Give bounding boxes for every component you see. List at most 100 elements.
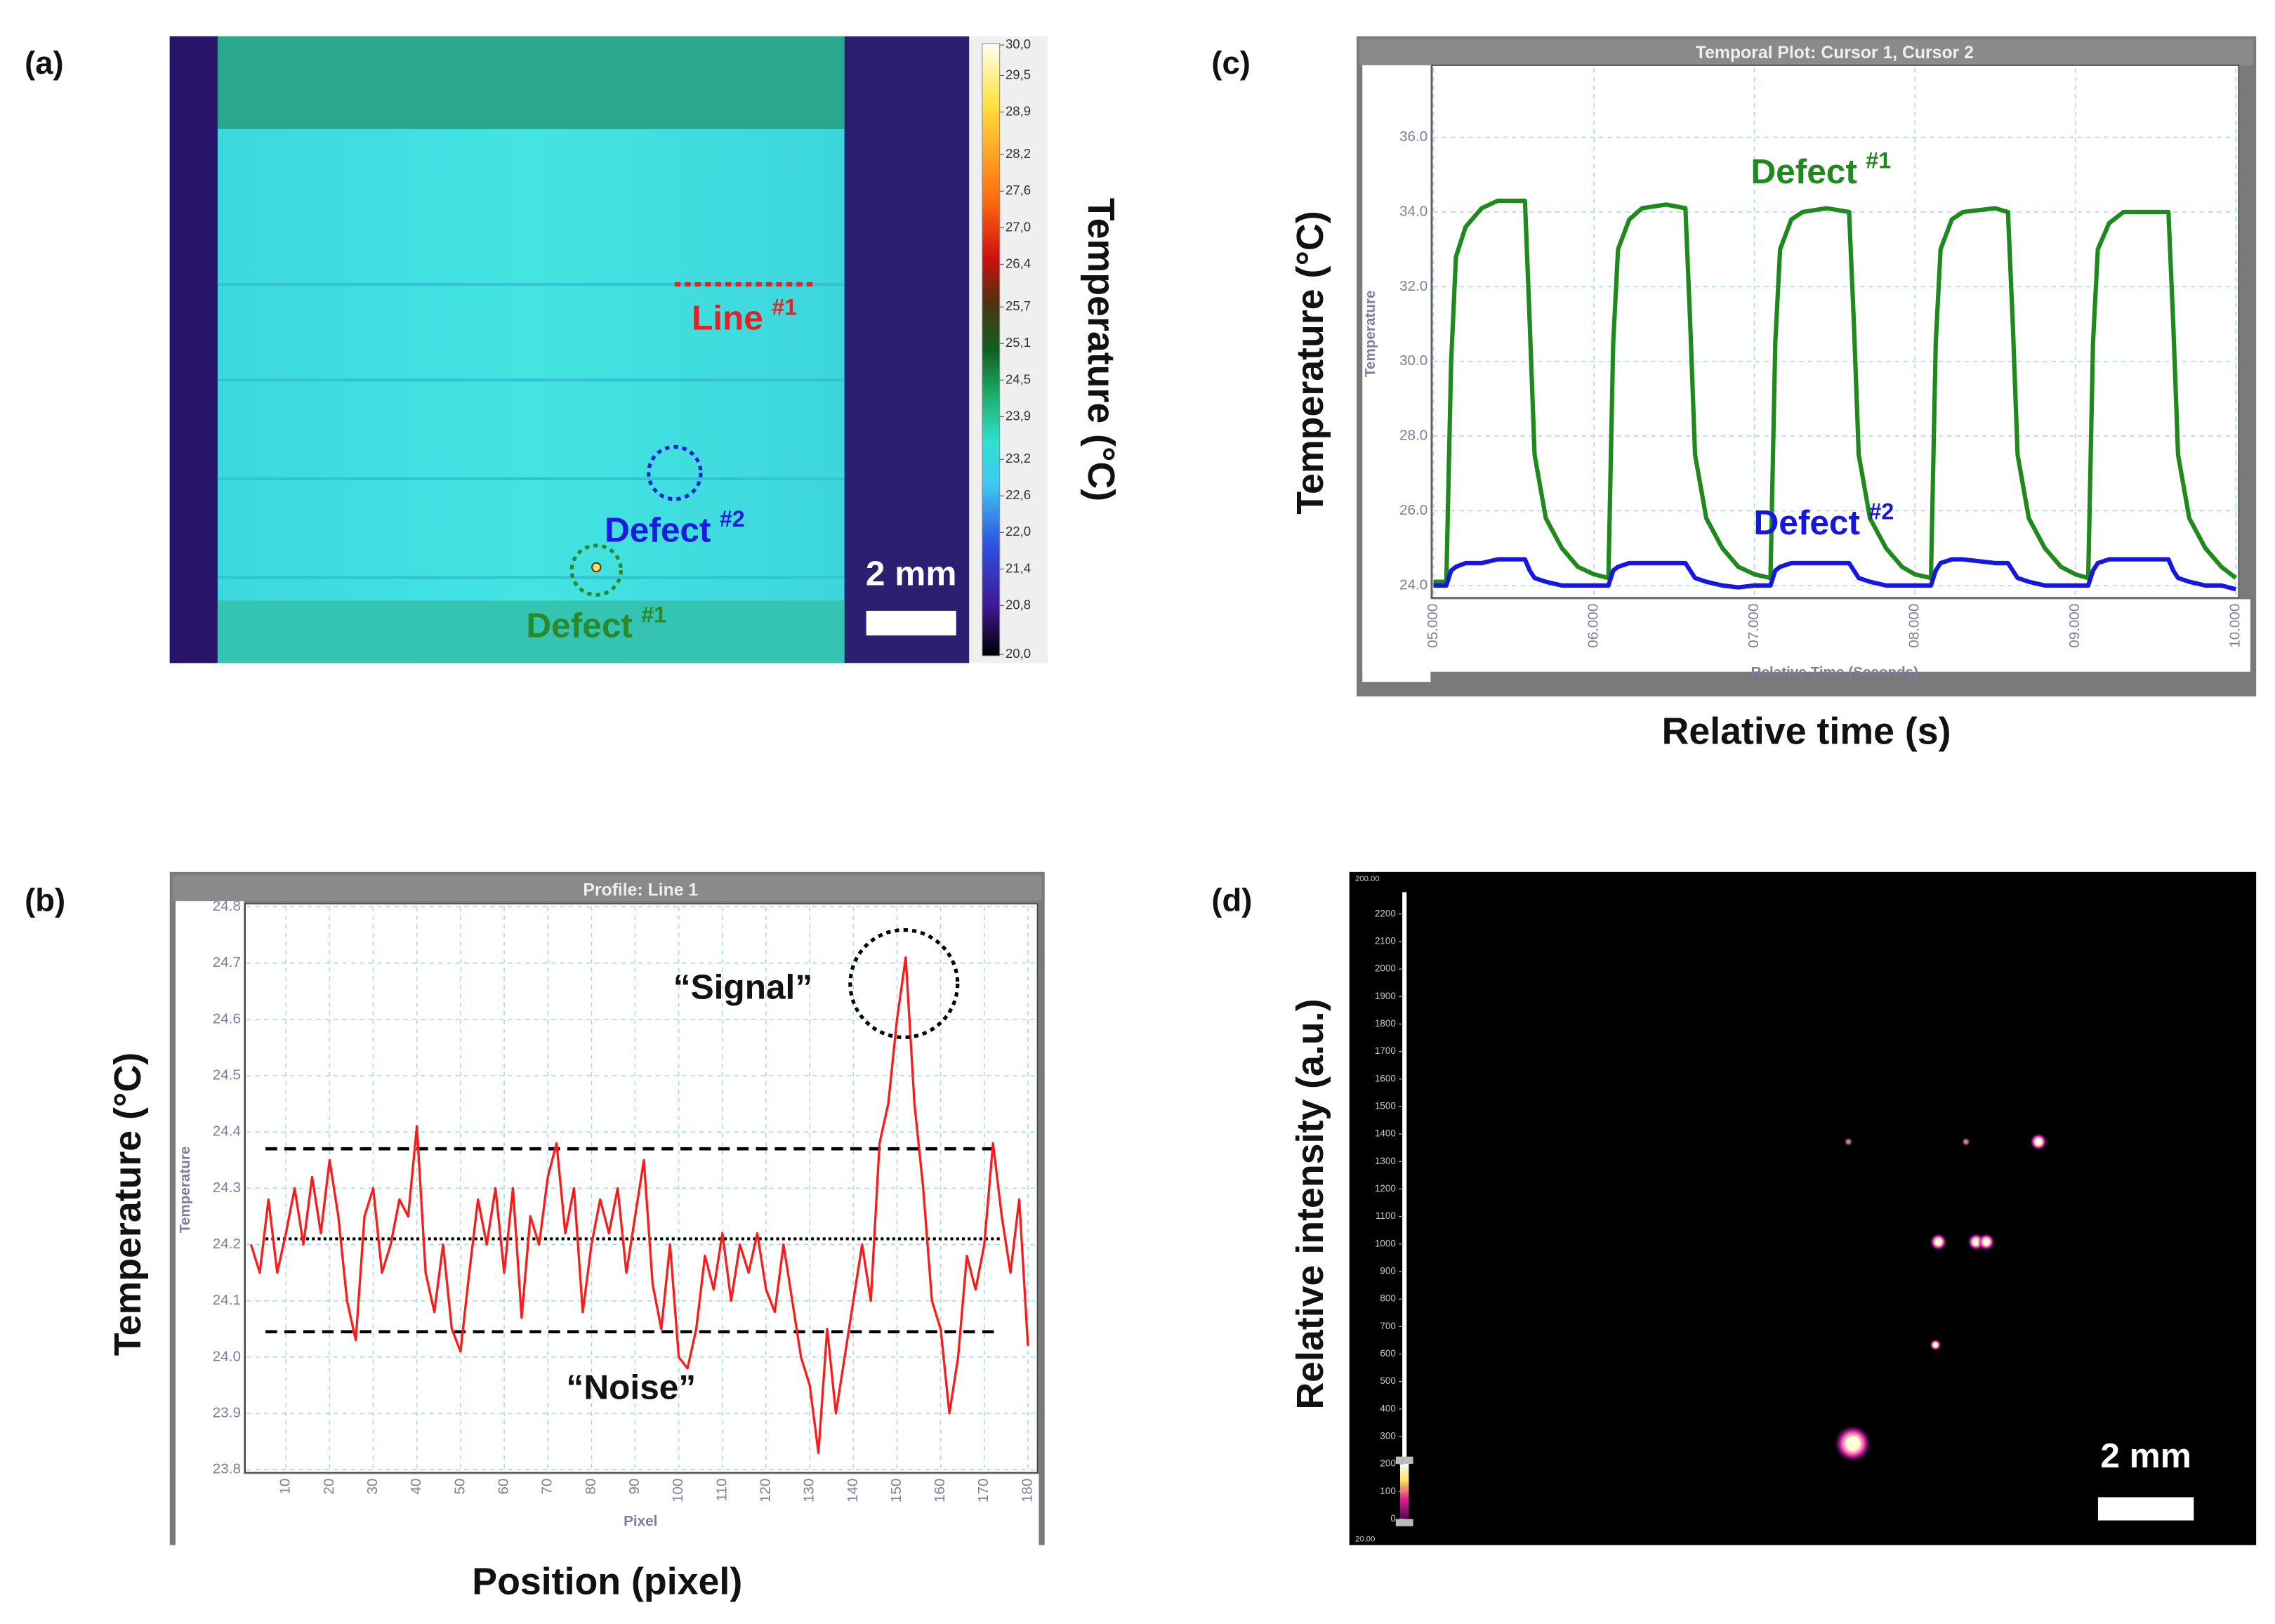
annotation-text: Defect xyxy=(1753,503,1860,542)
y-tick-label: 34.0 xyxy=(1399,203,1427,219)
y-tick-label: 26.0 xyxy=(1399,502,1427,518)
panel-label: (a) xyxy=(25,45,64,81)
x-tick-label: 05.000 xyxy=(1425,604,1441,648)
hot-spot xyxy=(1930,1233,1948,1251)
annotation-sup: #1 xyxy=(1866,147,1891,173)
y-tick-label: 23.9 xyxy=(213,1404,241,1420)
panel-label: (b) xyxy=(25,882,65,918)
colorbar-tick-label: 1800 xyxy=(1375,1018,1396,1029)
annotation-sup: #1 xyxy=(772,294,797,319)
x-tick-label: 60 xyxy=(495,1479,511,1495)
annotation-sup: #2 xyxy=(1868,499,1894,524)
colorbar-tick-label: 1500 xyxy=(1375,1100,1396,1111)
y-tick-label: 24.6 xyxy=(213,1010,241,1026)
colorbar-tick-label: 23,2 xyxy=(1005,451,1031,466)
hot-spot xyxy=(1930,1339,1941,1351)
x-tick-label: 160 xyxy=(932,1479,948,1503)
annotation-text: Defect xyxy=(526,606,633,645)
colorbar-tick-label: 600 xyxy=(1380,1348,1395,1359)
scale-bar xyxy=(2097,1497,2194,1521)
colorbar-tick-label: 1700 xyxy=(1375,1045,1396,1056)
x-tick-label: 100 xyxy=(670,1479,686,1503)
x-tick-label: 40 xyxy=(408,1479,424,1495)
colorbar-tick-label: 20,0 xyxy=(1005,646,1031,661)
x-tick-label: 130 xyxy=(801,1479,817,1503)
hot-spot xyxy=(1961,1137,1971,1147)
y-axis-label: Temperature xyxy=(1362,290,1378,377)
x-tick-label: 07.000 xyxy=(1746,604,1762,648)
y-tick-label: 24.2 xyxy=(213,1236,241,1252)
colorbar-tick-label: 1400 xyxy=(1375,1128,1396,1139)
x-tick-label: 150 xyxy=(888,1479,904,1503)
colorbar-tick-label: 22,0 xyxy=(1005,524,1031,539)
colorbar-tick-label: 300 xyxy=(1380,1430,1395,1441)
hot-spot xyxy=(2029,1133,2048,1151)
colorbar-tick-label: 1600 xyxy=(1375,1073,1396,1083)
x-tick-label: 08.000 xyxy=(1906,604,1923,648)
title-bar xyxy=(1359,39,2254,65)
sample-top xyxy=(217,36,845,129)
y-axis-label: Temperature xyxy=(177,1147,193,1234)
series-line xyxy=(1433,557,2236,592)
colorbar-tick-label: 0 xyxy=(1390,1513,1395,1524)
x-tick-label: 06.000 xyxy=(1585,604,1602,648)
colorbar-tick-label: 1200 xyxy=(1375,1183,1396,1194)
sample-bottom xyxy=(217,600,845,664)
colorbar-handle xyxy=(1395,1456,1413,1464)
colorbar-label: Temperature (°C) xyxy=(1080,198,1122,501)
colorbar-tick-label: 1100 xyxy=(1376,1210,1396,1221)
x-tick-label: 20 xyxy=(321,1479,337,1495)
x-axis-label: Relative Time (Seconds) xyxy=(1751,664,1918,680)
colorbar-tick-label: 1300 xyxy=(1375,1156,1396,1166)
colorbar-tick-label: 400 xyxy=(1380,1403,1395,1413)
plot-title: Temporal Plot: Cursor 1, Cursor 2 xyxy=(1696,44,1974,62)
x-tick-label: 09.000 xyxy=(2066,604,2083,648)
colorbar-tick-label: 24,5 xyxy=(1005,371,1031,386)
colorbar-tick-label: 1000 xyxy=(1375,1238,1396,1248)
signal-circle xyxy=(848,927,960,1040)
image-edge xyxy=(169,36,218,664)
colorbar-tick-label: 26,4 xyxy=(1005,256,1031,270)
y-tick-label: 24.5 xyxy=(213,1067,241,1083)
colorbar-tick-label: 27,6 xyxy=(1005,183,1031,197)
y-tick-label: 24.0 xyxy=(1399,576,1427,593)
hot-spot xyxy=(1833,1425,1872,1463)
colorbar-handle xyxy=(1395,1519,1413,1526)
colorbar-tick-label: 2100 xyxy=(1375,935,1396,946)
y-tick-label: 24.4 xyxy=(213,1123,241,1140)
y-tick-label: 36.0 xyxy=(1399,128,1427,145)
annotation-sup: #1 xyxy=(641,602,666,627)
colorbar-min: 20.00 xyxy=(1355,1535,1375,1543)
colorbar-tick-label: 21,4 xyxy=(1005,560,1031,575)
axis-strip xyxy=(1362,599,2250,672)
hot-spot xyxy=(591,562,602,573)
scale-bar-label: 2 mm xyxy=(866,553,957,593)
outer-y-label: Temperature (°C) xyxy=(107,1052,149,1356)
annotation-text: Defect xyxy=(605,510,711,549)
annotation: Defect #1 xyxy=(526,602,666,645)
scale-bar-label: 2 mm xyxy=(2100,1436,2191,1475)
colorbar-tick-label: 23,9 xyxy=(1005,408,1031,423)
outer-x-label: Relative time (s) xyxy=(1662,711,1951,753)
annotation: Defect #1 xyxy=(1750,147,1891,191)
defect-circle xyxy=(647,444,703,501)
annotation-sup: #2 xyxy=(720,506,745,532)
x-tick-label: 90 xyxy=(626,1479,642,1495)
intensity-image xyxy=(1349,871,2257,1545)
figure-content: (a) (b) (c) (d) 30,0 29,5 28,9 28,2 27,6 27,0 26,4… xyxy=(25,36,2257,1603)
colorbar-max: 200.00 xyxy=(1355,875,1380,883)
colorbar xyxy=(982,43,1001,656)
x-tick-label: 120 xyxy=(757,1479,773,1503)
axis-strip xyxy=(176,901,244,1557)
y-tick-label: 23.8 xyxy=(213,1461,241,1477)
x-tick-label: 170 xyxy=(975,1479,991,1503)
x-tick-label: 10.000 xyxy=(2227,604,2243,648)
colorbar-fill xyxy=(1400,1462,1409,1524)
x-tick-label: 180 xyxy=(1019,1479,1035,1503)
defect-circle xyxy=(569,543,623,597)
annotation-text: Line xyxy=(692,298,763,338)
annotation: “Noise” xyxy=(567,1368,697,1407)
colorbar-tick-label: 100 xyxy=(1380,1486,1395,1496)
series-line xyxy=(1433,198,2238,584)
